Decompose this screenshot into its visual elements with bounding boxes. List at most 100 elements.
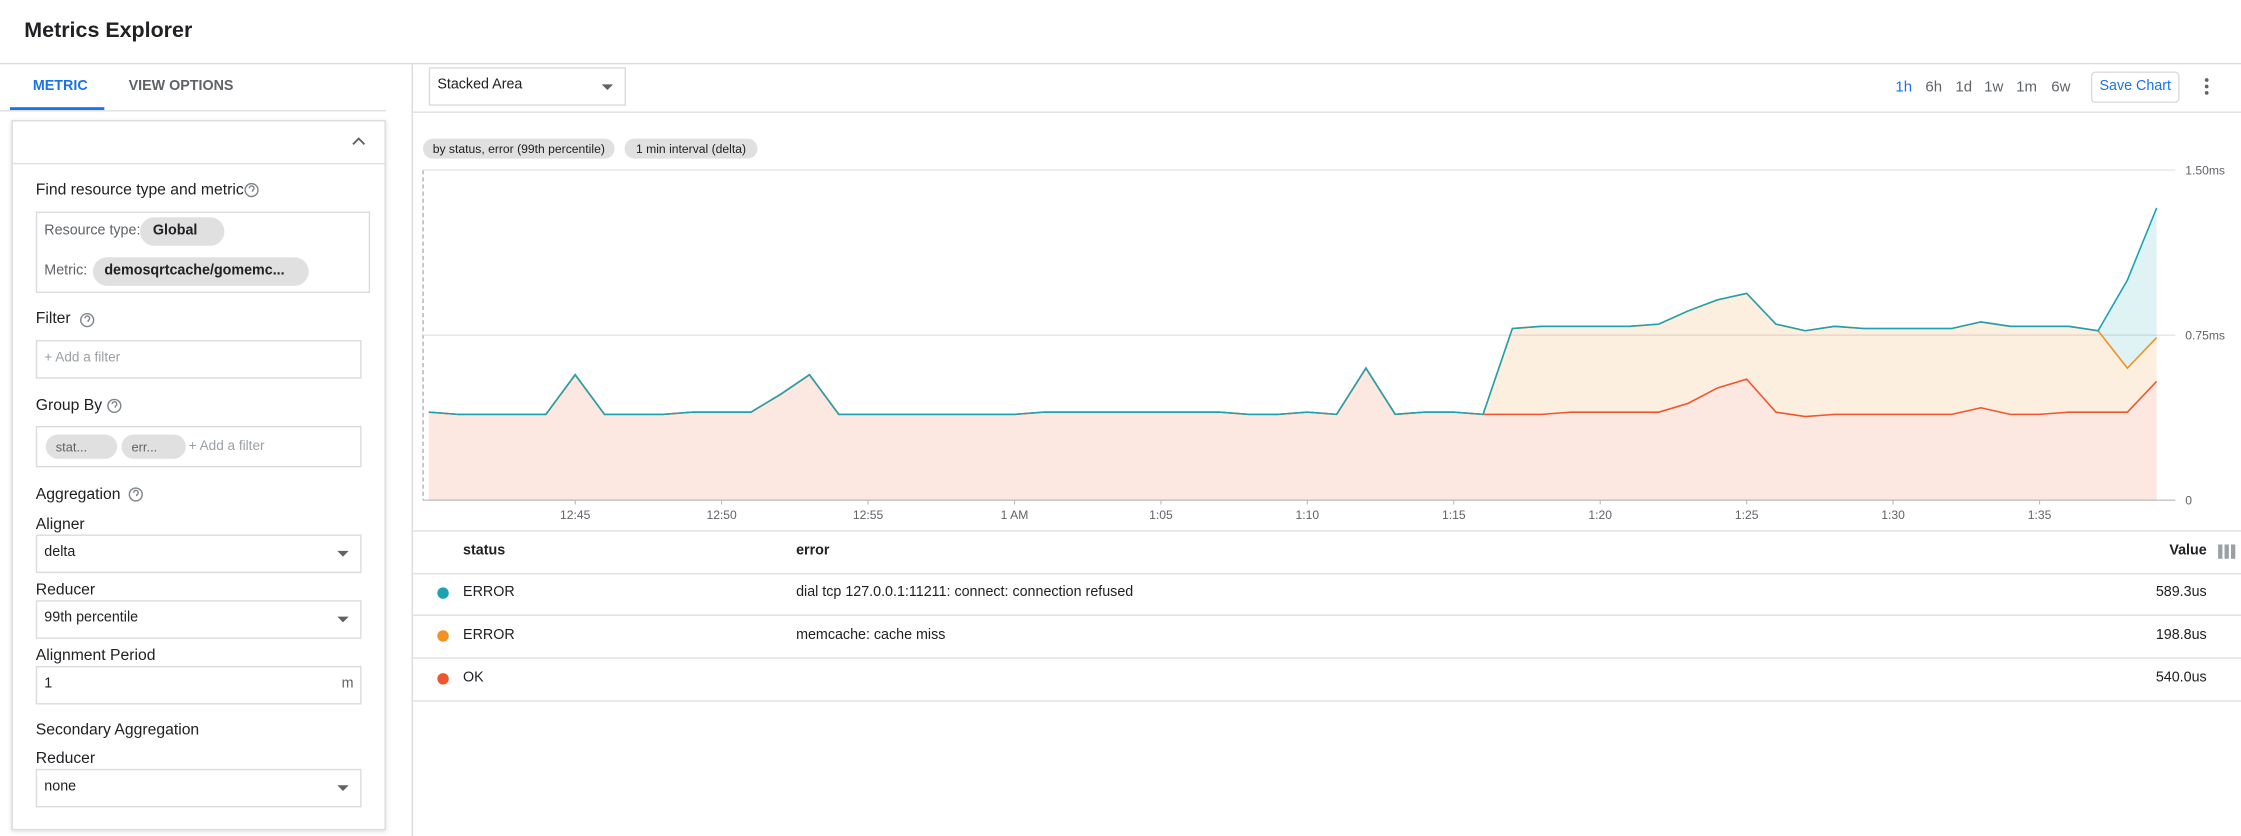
x-tick-label: 12:50 bbox=[706, 508, 737, 522]
y-tick-label: 1.50ms bbox=[2185, 163, 2225, 177]
series-line bbox=[428, 292, 2158, 416]
x-tick-label: 1:15 bbox=[1442, 508, 1466, 522]
table-divider bbox=[413, 530, 2241, 532]
resource-box[interactable] bbox=[35, 211, 371, 293]
x-tick-label: 1:20 bbox=[1588, 508, 1612, 522]
group-by-input[interactable] bbox=[35, 425, 362, 468]
reducer-select[interactable] bbox=[35, 600, 362, 639]
area-fill bbox=[428, 293, 2157, 417]
column-header[interactable]: error bbox=[796, 543, 830, 559]
chip-label: demosqrtcache/gomemc... bbox=[104, 262, 285, 279]
tab-indicator bbox=[10, 107, 105, 111]
x-tick-label: 1:30 bbox=[1881, 508, 1905, 522]
field-label: Filter bbox=[35, 310, 71, 328]
x-tick-label: 1 AM bbox=[1001, 508, 1029, 522]
select-value: delta bbox=[44, 544, 76, 561]
chip[interactable] bbox=[92, 257, 309, 286]
chip-label: Global bbox=[152, 222, 198, 239]
input-value: 1 bbox=[44, 675, 53, 692]
cell-error: dial tcp 127.0.0.1:11211: connect: conne… bbox=[796, 584, 1134, 601]
x-tick-label: 12:45 bbox=[560, 508, 591, 522]
annotation: by status, error (99th percentile) bbox=[432, 141, 605, 156]
field-label: Group By bbox=[35, 397, 103, 415]
series-line bbox=[428, 207, 2158, 416]
range-button[interactable]: 1h bbox=[1895, 78, 1913, 96]
series-line bbox=[428, 366, 2158, 418]
chip[interactable] bbox=[121, 434, 186, 459]
placeholder: + Add a filter bbox=[44, 350, 121, 366]
cell-error: memcache: cache miss bbox=[796, 627, 946, 644]
range-button[interactable]: 1w bbox=[1984, 78, 2004, 96]
range-button[interactable]: 1m bbox=[2016, 78, 2038, 96]
y-tick-label: 0 bbox=[2185, 493, 2192, 507]
chart-type-select[interactable] bbox=[428, 67, 626, 106]
select-value: none bbox=[44, 778, 77, 795]
panel-divider bbox=[411, 62, 414, 836]
field-label: Alignment Period bbox=[35, 647, 156, 665]
cell-value: 589.3us bbox=[2155, 584, 2207, 601]
kebab-menu[interactable] bbox=[2204, 78, 2209, 95]
annotation-chip bbox=[423, 138, 615, 159]
tab-divider bbox=[0, 110, 386, 112]
x-tick-label: 1:35 bbox=[2028, 508, 2052, 522]
legend-dot bbox=[437, 630, 449, 642]
page-title: Metrics Explorer bbox=[24, 18, 193, 43]
tab[interactable]: METRIC bbox=[32, 78, 88, 95]
annotation-chip bbox=[624, 138, 758, 159]
y-tick-label: 0.75ms bbox=[2185, 328, 2225, 342]
cell-status: ERROR bbox=[463, 584, 515, 601]
chip-label: stat... bbox=[55, 439, 88, 454]
field-label: Resource type: bbox=[44, 222, 141, 239]
aligner-select[interactable] bbox=[35, 534, 362, 574]
area-fill bbox=[428, 368, 2157, 501]
annotation: 1 min interval (delta) bbox=[635, 141, 747, 156]
row-divider bbox=[413, 657, 2241, 659]
field-label: Find resource type and metric bbox=[35, 181, 244, 199]
select-value: 99th percentile bbox=[44, 610, 139, 626]
field-label: Reducer bbox=[35, 581, 96, 599]
table-divider bbox=[413, 573, 2241, 575]
x-tick-label: 1:10 bbox=[1296, 508, 1320, 522]
range-button[interactable]: 1d bbox=[1955, 78, 1973, 96]
column-picker[interactable] bbox=[2218, 544, 2236, 559]
section-label: Secondary Aggregation bbox=[35, 721, 200, 739]
card-divider bbox=[12, 162, 385, 165]
filter-input[interactable] bbox=[35, 340, 362, 379]
chip-label: err... bbox=[131, 439, 158, 454]
tab[interactable]: VIEW OPTIONS bbox=[128, 78, 234, 95]
row-divider bbox=[413, 614, 2241, 616]
cell-status: ERROR bbox=[463, 627, 515, 644]
header-divider bbox=[0, 62, 2241, 65]
secondary-reducer-select[interactable] bbox=[35, 768, 362, 808]
chip[interactable] bbox=[45, 434, 118, 459]
input-unit: m bbox=[341, 675, 354, 692]
legend-dot bbox=[437, 587, 449, 599]
cell-value: 540.0us bbox=[2155, 670, 2207, 686]
field-label: Reducer bbox=[35, 750, 96, 768]
metric-card bbox=[11, 120, 386, 831]
field-label: Aligner bbox=[35, 515, 85, 534]
field-label: Metric: bbox=[44, 262, 88, 279]
range-button[interactable]: 6h bbox=[1925, 78, 1943, 96]
x-tick-label: 12:55 bbox=[853, 508, 884, 522]
column-header[interactable]: Value bbox=[2169, 543, 2207, 559]
area-fill bbox=[428, 207, 2157, 415]
column-header[interactable]: status bbox=[463, 543, 506, 559]
period-input[interactable] bbox=[35, 665, 362, 705]
x-tick-label: 1:05 bbox=[1149, 508, 1173, 522]
x-tick-label: 1:25 bbox=[1735, 508, 1759, 522]
legend-dot bbox=[437, 673, 449, 685]
placeholder: + Add a filter bbox=[188, 438, 265, 455]
row-divider bbox=[413, 700, 2241, 702]
section-label: Aggregation bbox=[35, 485, 121, 504]
cell-value: 198.8us bbox=[2155, 627, 2207, 644]
chip[interactable] bbox=[140, 217, 225, 246]
range-button[interactable]: 6w bbox=[2051, 78, 2071, 96]
toolbar-divider bbox=[413, 111, 2241, 113]
select-value: Stacked Area bbox=[437, 77, 523, 93]
save-label: Save Chart bbox=[2099, 78, 2171, 95]
cell-status: OK bbox=[463, 670, 484, 686]
save-button[interactable] bbox=[2090, 71, 2180, 103]
